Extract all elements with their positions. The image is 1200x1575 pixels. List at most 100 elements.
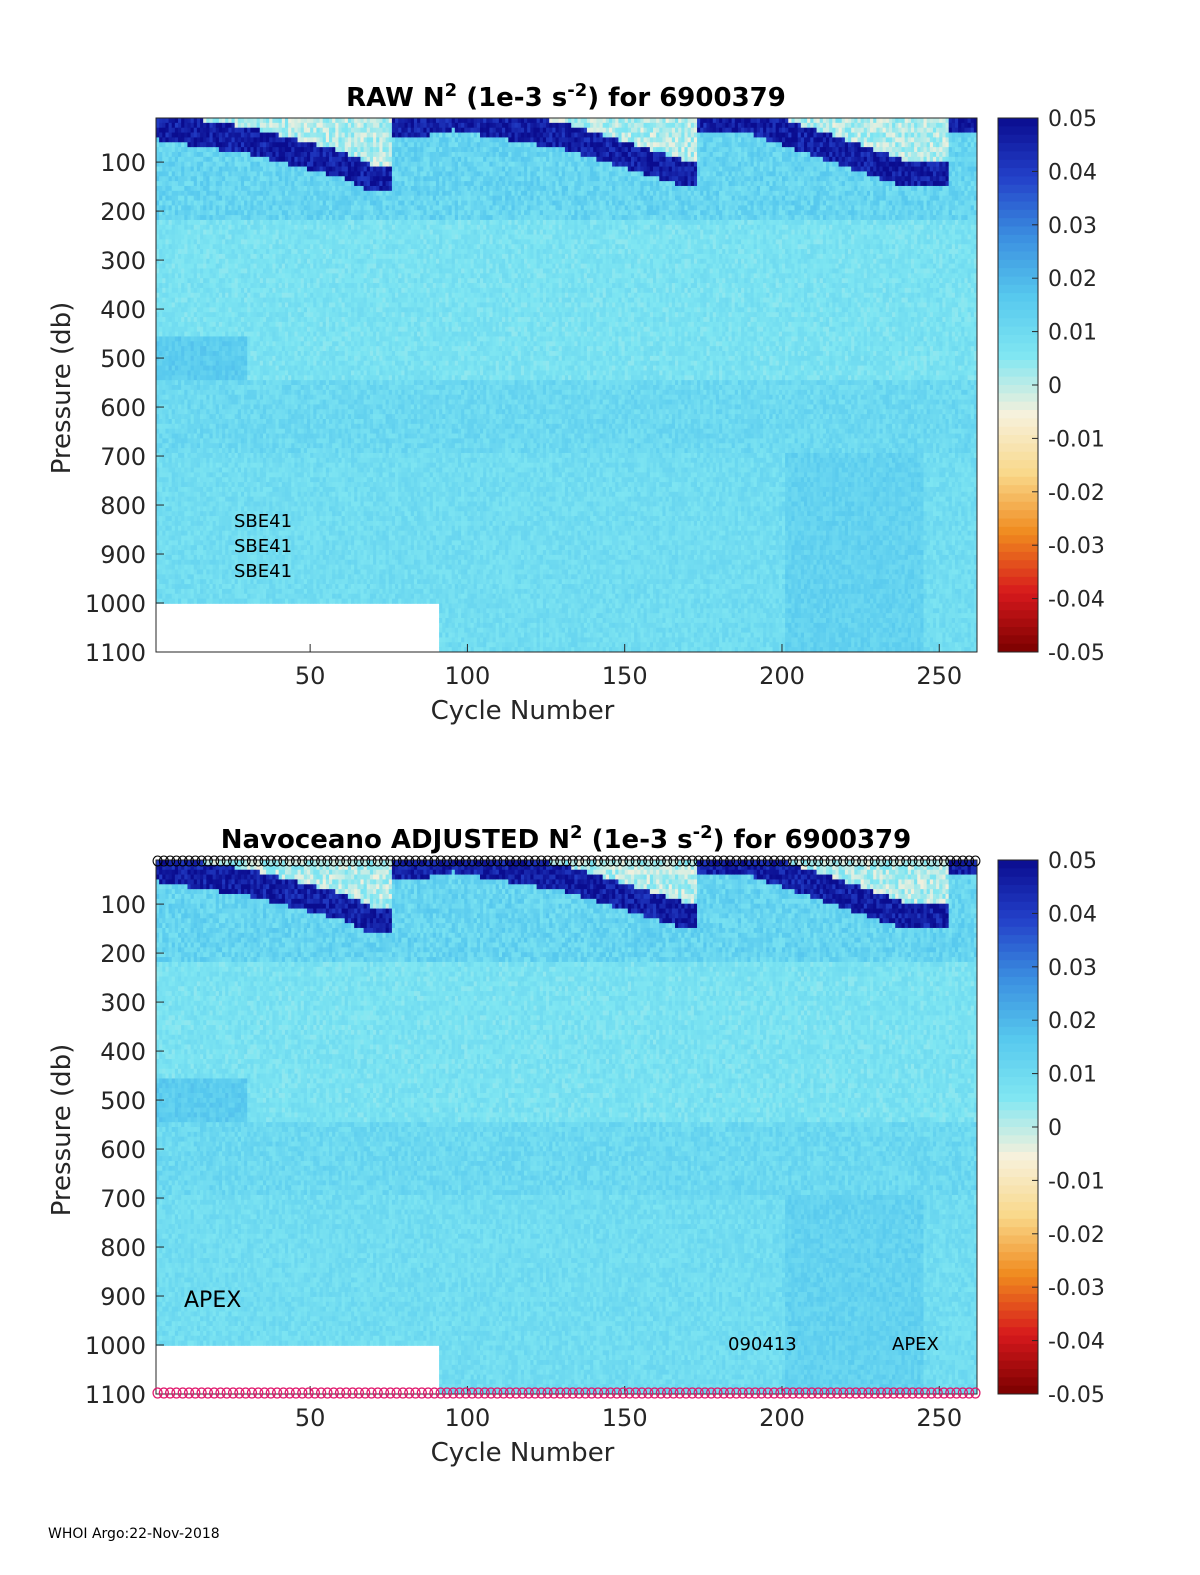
heatmap-cell <box>310 321 314 328</box>
heatmap-cell <box>215 249 220 255</box>
heatmap-cell <box>275 462 280 468</box>
heatmap-cell <box>291 283 295 289</box>
heatmap-cell <box>266 399 270 405</box>
heatmap-cell <box>212 550 217 556</box>
heatmap-cell <box>162 132 166 138</box>
heatmap-cell <box>297 491 302 498</box>
heatmap-cell <box>206 234 210 240</box>
heatmap-cell <box>253 151 258 158</box>
heatmap-cell <box>212 511 217 517</box>
heatmap-cell <box>156 423 160 430</box>
heatmap-cell <box>237 433 242 439</box>
heatmap-cell <box>291 380 295 386</box>
heatmap-cell <box>278 394 283 400</box>
heatmap-cell <box>306 588 311 595</box>
heatmap-cell <box>212 312 217 318</box>
heatmap-cell <box>269 195 273 201</box>
heatmap-cell <box>284 554 289 561</box>
heatmap-cell <box>237 215 242 221</box>
heatmap-cell <box>184 564 188 570</box>
heatmap-cell <box>190 501 195 507</box>
heatmap-cell <box>228 219 232 226</box>
heatmap-cell <box>168 137 173 143</box>
heatmap-cell <box>162 283 166 289</box>
heatmap-cell <box>300 409 305 415</box>
heatmap-cell <box>259 317 264 323</box>
heatmap-cell <box>250 132 254 138</box>
heatmap-cell <box>231 185 236 192</box>
heatmap-cell <box>190 263 195 269</box>
heatmap-cell <box>203 399 207 405</box>
heatmap-cell <box>212 244 217 250</box>
heatmap-cell <box>253 253 258 260</box>
heatmap-cell <box>181 394 185 400</box>
heatmap-cell <box>196 380 201 386</box>
heatmap-cell <box>244 166 248 172</box>
heatmap-cell <box>234 535 239 541</box>
heatmap-cell <box>190 365 195 371</box>
heatmap-cell <box>269 365 273 371</box>
heatmap-cell <box>184 370 188 376</box>
heatmap-cell <box>225 258 229 265</box>
heatmap-cell <box>244 351 248 357</box>
heatmap-cell <box>193 370 198 376</box>
heatmap-cell <box>269 307 273 313</box>
heatmap-cell <box>178 239 182 245</box>
heatmap-cell <box>200 448 204 454</box>
heatmap-cell <box>187 263 192 269</box>
heatmap-cell <box>247 516 251 522</box>
heatmap-cell <box>294 584 298 590</box>
heatmap-cell <box>297 147 302 153</box>
heatmap-cell <box>184 190 188 197</box>
heatmap-cell <box>256 399 261 405</box>
heatmap-cell <box>269 438 273 444</box>
heatmap-cell <box>244 443 248 449</box>
heatmap-cell <box>244 588 248 595</box>
heatmap-cell <box>303 428 308 434</box>
heatmap-cell <box>310 535 314 541</box>
heatmap-cell <box>231 229 236 235</box>
heatmap-cell <box>288 588 292 595</box>
heatmap-cell <box>284 448 289 454</box>
heatmap-cell <box>159 263 163 269</box>
heatmap-cell <box>174 501 179 507</box>
heatmap-cell <box>193 161 198 167</box>
heatmap-cell <box>237 122 242 129</box>
heatmap-cell <box>262 302 267 308</box>
heatmap-cell <box>275 258 280 265</box>
heatmap-cell <box>184 394 188 400</box>
heatmap-cell <box>284 530 289 536</box>
heatmap-cell <box>294 263 298 269</box>
heatmap-cell <box>184 380 188 386</box>
heatmap-cell <box>272 122 276 129</box>
heatmap-cell <box>206 550 210 556</box>
heatmap-cell <box>278 147 283 153</box>
heatmap-cell <box>240 550 245 556</box>
heatmap-cell <box>310 520 314 527</box>
heatmap-cell <box>231 423 236 430</box>
heatmap-cell <box>234 501 239 507</box>
heatmap-cell <box>184 346 188 352</box>
heatmap-cell <box>196 273 201 279</box>
heatmap-cell <box>203 312 207 318</box>
heatmap-cell <box>159 326 163 332</box>
heatmap-cell <box>256 385 261 391</box>
heatmap-cell <box>278 137 283 143</box>
heatmap-cell <box>225 414 229 420</box>
heatmap-cell <box>162 215 166 221</box>
heatmap-cell <box>300 486 305 493</box>
heatmap-cell <box>240 501 245 507</box>
heatmap-cell <box>215 171 220 177</box>
heatmap-cell <box>190 118 195 124</box>
heatmap-cell <box>269 462 273 468</box>
heatmap-cell <box>193 414 198 420</box>
heatmap-cell <box>300 273 305 279</box>
heatmap-cell <box>162 530 166 536</box>
heatmap-cell <box>259 166 264 172</box>
heatmap-cell <box>212 258 217 265</box>
heatmap-cell <box>168 554 173 561</box>
heatmap-cell <box>281 423 286 430</box>
heatmap-cell <box>269 292 273 299</box>
heatmap-cell <box>266 569 270 575</box>
heatmap-cell <box>187 137 192 143</box>
